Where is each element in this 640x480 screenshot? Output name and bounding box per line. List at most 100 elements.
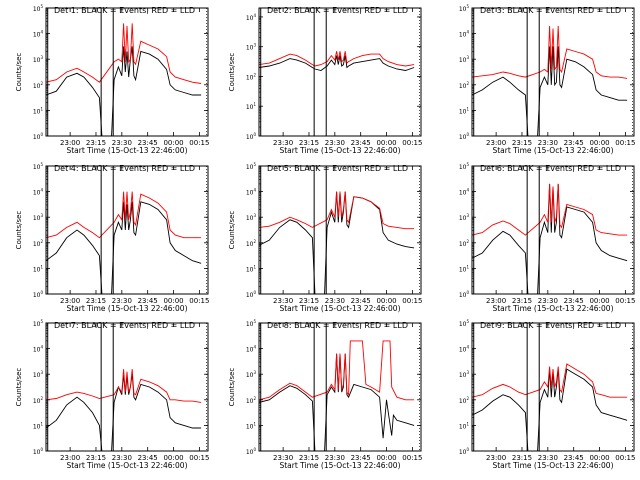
y-tick-label: 102 <box>459 239 470 248</box>
x-axis-label: Start Time (15-Oct-13 22:46:00) <box>492 304 613 313</box>
x-tick-label: 23:30 <box>325 139 345 147</box>
x-tick-label: 23:45 <box>351 297 371 305</box>
y-tick-label: 101 <box>246 102 257 111</box>
y-tick-label: 102 <box>33 396 44 405</box>
x-tick-label: 23:30 <box>538 297 558 305</box>
x-tick-label: 23:45 <box>138 139 158 147</box>
x-tick-label: 23:45 <box>138 454 158 462</box>
x-tick-label: 00:15 <box>189 297 209 305</box>
series-events-line <box>472 46 628 136</box>
x-tick-label: 00:15 <box>402 139 422 147</box>
x-tick-label: 23:15 <box>86 139 106 147</box>
x-tick-label: 23:00 <box>60 297 80 305</box>
panel-title: Det 9: BLACK = Events, RED = LLD <box>480 321 621 330</box>
x-axis-label: Start Time (15-Oct-13 22:46:00) <box>279 146 400 155</box>
series-lld-line <box>259 340 415 401</box>
plot-frame <box>471 322 635 452</box>
y-tick-label: 100 <box>246 447 257 456</box>
x-tick-label: 23:30 <box>273 139 293 147</box>
panel-det-5: Det 5: BLACK = Events, RED = LLD 100 101 10… <box>228 162 422 313</box>
panel-title: Det 8: BLACK = Events, RED = LLD <box>267 321 408 330</box>
plot-frame <box>45 322 209 452</box>
y-axis-label: Counts/sec <box>228 211 236 250</box>
y-tick-label: 100 <box>33 290 44 299</box>
x-tick-label: 23:15 <box>512 454 532 462</box>
y-tick-label: 104 <box>459 188 470 197</box>
panel-det-8: Det 8: BLACK = Events, RED = LLD 100 101 10… <box>228 319 422 470</box>
y-tick-label: 104 <box>459 30 470 39</box>
y-tick-label: 101 <box>459 106 470 115</box>
x-tick-label: 23:30 <box>273 454 293 462</box>
x-tick-label: 00:15 <box>402 297 422 305</box>
y-tick-label: 105 <box>33 4 44 13</box>
y-tick-label: 105 <box>33 319 44 328</box>
y-tick-label: 105 <box>459 4 470 13</box>
panel-det-7: Det 7: BLACK = Events, RED = LLD 100 101 10… <box>15 319 209 470</box>
series-events-line <box>472 183 628 294</box>
x-tick-label: 00:15 <box>402 454 422 462</box>
x-tick-label: 23:00 <box>60 139 80 147</box>
x-tick-label: 23:30 <box>325 454 345 462</box>
y-tick-label: 100 <box>459 290 470 299</box>
y-tick-label: 103 <box>459 55 470 64</box>
y-tick-label: 102 <box>33 81 44 90</box>
series-lld-line <box>259 191 415 230</box>
y-tick-label: 100 <box>246 290 257 299</box>
y-tick-label: 102 <box>33 239 44 248</box>
x-tick-label: 23:00 <box>486 454 506 462</box>
x-tick-label: 23:15 <box>512 297 532 305</box>
y-tick-label: 101 <box>459 264 470 273</box>
x-tick-label: 23:45 <box>564 297 584 305</box>
y-tick-label: 100 <box>459 447 470 456</box>
panel-title: Det 7: BLACK = Events, RED = LLD <box>54 321 195 330</box>
series-lld-line <box>46 23 202 84</box>
x-tick-label: 00:00 <box>589 139 609 147</box>
plot-frame <box>45 7 209 137</box>
x-tick-label: 00:15 <box>189 454 209 462</box>
x-tick-label: 23:30 <box>273 297 293 305</box>
panel-det-2: Det 2: BLACK = Events, RED = LLD 100 101 10… <box>228 6 422 155</box>
y-tick-label: 102 <box>246 72 257 81</box>
panel-det-3: Det 3: BLACK = Events, RED = LLD 100 101 10… <box>459 4 636 155</box>
y-axis-label: Counts/sec <box>228 53 236 92</box>
y-tick-label: 101 <box>33 421 44 430</box>
y-tick-label: 105 <box>459 162 470 171</box>
series-lld-line <box>472 363 628 398</box>
panel-det-6: Det 6: BLACK = Events, RED = LLD 100 101 10… <box>459 162 636 313</box>
y-axis-label: Counts/sec <box>15 368 23 407</box>
y-tick-label: 101 <box>246 421 257 430</box>
x-tick-label: 23:30 <box>112 139 132 147</box>
x-tick-label: 23:30 <box>112 297 132 305</box>
x-tick-label: 00:00 <box>163 139 183 147</box>
x-tick-label: 23:00 <box>60 454 80 462</box>
y-tick-label: 100 <box>459 132 470 141</box>
x-tick-label: 23:15 <box>512 139 532 147</box>
x-tick-label: 23:45 <box>138 297 158 305</box>
plot-frame <box>45 165 209 295</box>
x-tick-label: 23:30 <box>538 139 558 147</box>
x-tick-label: 23:45 <box>351 139 371 147</box>
x-tick-label: 23:30 <box>325 297 345 305</box>
y-tick-label: 103 <box>459 213 470 222</box>
series-events-line <box>46 201 202 294</box>
y-tick-label: 103 <box>246 43 257 52</box>
x-tick-label: 00:00 <box>376 139 396 147</box>
x-tick-label: 23:45 <box>351 454 371 462</box>
x-tick-label: 23:45 <box>564 454 584 462</box>
x-tick-label: 23:00 <box>486 139 506 147</box>
y-tick-label: 103 <box>33 55 44 64</box>
y-tick-label: 100 <box>33 132 44 141</box>
series-events-line <box>46 374 202 451</box>
series-lld-line <box>472 183 628 236</box>
y-tick-label: 105 <box>246 319 257 328</box>
series-lld-line <box>259 51 415 67</box>
panel-title: Det 1: BLACK = Events, RED = LLD <box>54 6 195 15</box>
y-tick-label: 100 <box>33 447 44 456</box>
panel-title: Det 4: BLACK = Events, RED = LLD <box>54 164 195 173</box>
x-tick-label: 00:00 <box>376 454 396 462</box>
series-events-line <box>46 46 202 136</box>
x-tick-label: 00:00 <box>376 297 396 305</box>
x-tick-label: 23:15 <box>299 139 319 147</box>
x-tick-label: 00:00 <box>163 297 183 305</box>
x-tick-label: 23:00 <box>486 297 506 305</box>
